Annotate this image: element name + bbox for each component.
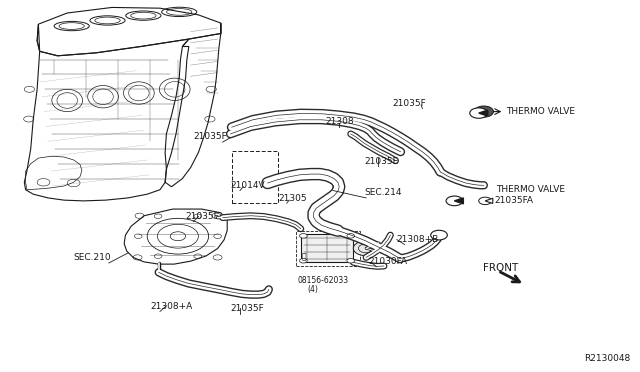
Bar bbox=[232, 151, 278, 203]
Circle shape bbox=[470, 108, 488, 118]
Text: Ⓑ: Ⓑ bbox=[302, 253, 307, 262]
Text: THERMO VALVE: THERMO VALVE bbox=[496, 185, 565, 194]
Circle shape bbox=[300, 259, 307, 263]
Text: 08156-62033: 08156-62033 bbox=[298, 276, 349, 285]
Circle shape bbox=[300, 234, 307, 238]
Text: 21035F: 21035F bbox=[193, 132, 227, 141]
Polygon shape bbox=[448, 199, 457, 204]
Circle shape bbox=[347, 259, 355, 263]
Circle shape bbox=[474, 106, 493, 117]
Text: 21035F: 21035F bbox=[186, 212, 220, 221]
Text: SEC.214: SEC.214 bbox=[365, 188, 403, 197]
Text: 21030FA: 21030FA bbox=[368, 257, 407, 266]
Polygon shape bbox=[485, 198, 493, 203]
Text: 21308: 21308 bbox=[325, 118, 353, 126]
Text: 21305: 21305 bbox=[278, 194, 307, 203]
Text: (4): (4) bbox=[307, 285, 318, 294]
Bar bbox=[301, 234, 353, 262]
Text: R2130048: R2130048 bbox=[584, 354, 630, 363]
Text: 21308+A: 21308+A bbox=[150, 302, 193, 311]
Text: SEC.210: SEC.210 bbox=[74, 253, 111, 262]
Text: 21014V: 21014V bbox=[230, 181, 265, 190]
Circle shape bbox=[446, 196, 463, 206]
Polygon shape bbox=[454, 198, 463, 204]
Text: THERMO VALVE: THERMO VALVE bbox=[506, 107, 575, 116]
Circle shape bbox=[479, 197, 492, 205]
Bar bbox=[296, 231, 360, 266]
Text: FRONT: FRONT bbox=[483, 263, 518, 273]
Circle shape bbox=[431, 230, 447, 240]
Text: 21035E: 21035E bbox=[365, 157, 399, 166]
Text: 21308+B: 21308+B bbox=[397, 235, 439, 244]
Polygon shape bbox=[479, 110, 488, 116]
Text: 21035F: 21035F bbox=[393, 99, 426, 108]
Circle shape bbox=[347, 234, 355, 238]
Text: 21035FA: 21035FA bbox=[494, 196, 533, 205]
Circle shape bbox=[353, 241, 379, 256]
Text: 21035F: 21035F bbox=[230, 304, 264, 313]
